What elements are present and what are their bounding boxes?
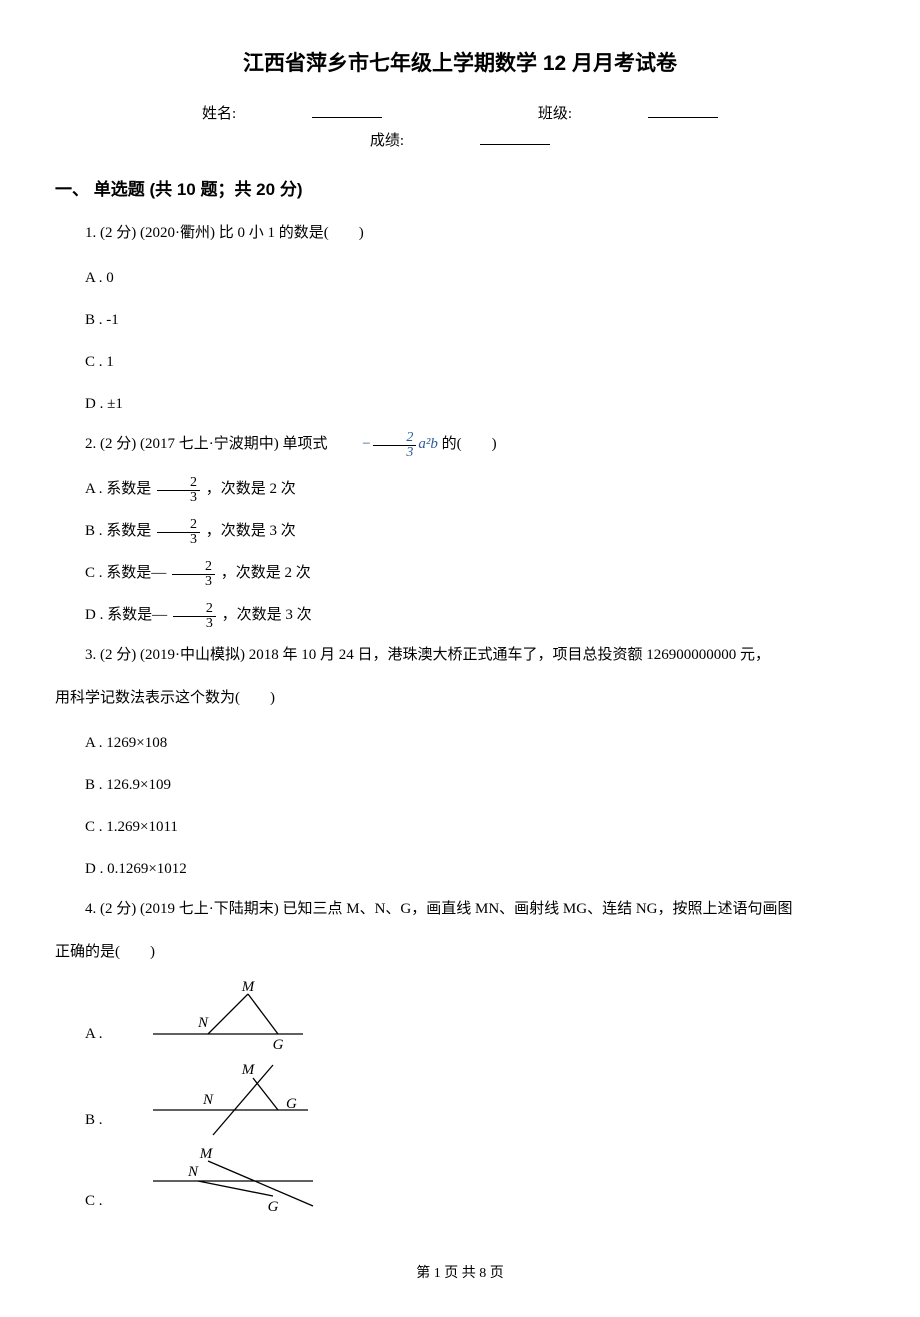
q2-option-b: B . 系数是 23 ，次数是 3 次	[55, 513, 865, 549]
q4-option-c: C . M N G	[55, 1146, 865, 1221]
q1-option-d: D . ±1	[55, 386, 865, 422]
svg-text:G: G	[268, 1199, 279, 1215]
svg-text:N: N	[197, 1015, 209, 1031]
name-blank	[312, 103, 382, 118]
svg-text:M: M	[241, 979, 256, 995]
svg-text:N: N	[187, 1164, 199, 1180]
q4-diagram-c: M N G	[148, 1146, 323, 1221]
page-footer: 第 1 页 共 8 页	[55, 1261, 865, 1286]
svg-text:G: G	[286, 1096, 297, 1112]
section-1-heading: 一、 单选题 (共 10 题；共 20 分)	[55, 175, 865, 206]
class-label: 班级:	[538, 101, 572, 128]
q4-option-a: A . M N G	[55, 979, 865, 1054]
q2-expression: −23a²b	[331, 428, 438, 461]
q1-stem: 1. (2 分) (2020·衢州) 比 0 小 1 的数是( )	[55, 217, 865, 250]
svg-text:M: M	[199, 1146, 214, 1162]
q1-option-a: A . 0	[55, 260, 865, 296]
q4-stem-line2: 正确的是( )	[55, 936, 865, 969]
exam-title: 江西省萍乡市七年级上学期数学 12 月月考试卷	[55, 45, 865, 83]
q3-option-d: D . 0.1269×1012	[55, 851, 865, 887]
q3-option-c: C . 1.269×1011	[55, 809, 865, 845]
class-blank	[648, 103, 718, 118]
q3-option-a: A . 1269×108	[55, 725, 865, 761]
q2-stem: 2. (2 分) (2017 七上·宁波期中) 单项式 −23a²b 的( )	[55, 428, 865, 461]
score-blank	[480, 130, 550, 145]
q2-option-d: D . 系数是— 23 ，次数是 3 次	[55, 597, 865, 633]
svg-text:M: M	[241, 1062, 256, 1078]
student-info-line: 姓名: 班级: 成绩:	[55, 101, 865, 155]
q3-stem-line1: 3. (2 分) (2019·中山模拟) 2018 年 10 月 24 日，港珠…	[55, 639, 865, 672]
q2-option-a: A . 系数是 23 ，次数是 2 次	[55, 471, 865, 507]
name-label: 姓名:	[202, 101, 236, 128]
svg-text:G: G	[273, 1037, 284, 1053]
q1-option-c: C . 1	[55, 344, 865, 380]
score-label: 成绩:	[370, 128, 404, 155]
q4-option-b: B . M N G	[55, 1060, 865, 1140]
q4-diagram-b: M N G	[148, 1060, 318, 1140]
q3-option-b: B . 126.9×109	[55, 767, 865, 803]
q2-option-c: C . 系数是— 23 ，次数是 2 次	[55, 555, 865, 591]
q1-option-b: B . -1	[55, 302, 865, 338]
q3-stem-line2: 用科学记数法表示这个数为( )	[55, 682, 865, 715]
q4-stem-line1: 4. (2 分) (2019 七上·下陆期末) 已知三点 M、N、G，画直线 M…	[55, 893, 865, 926]
q4-diagram-a: M N G	[148, 979, 308, 1054]
svg-text:N: N	[202, 1092, 214, 1108]
